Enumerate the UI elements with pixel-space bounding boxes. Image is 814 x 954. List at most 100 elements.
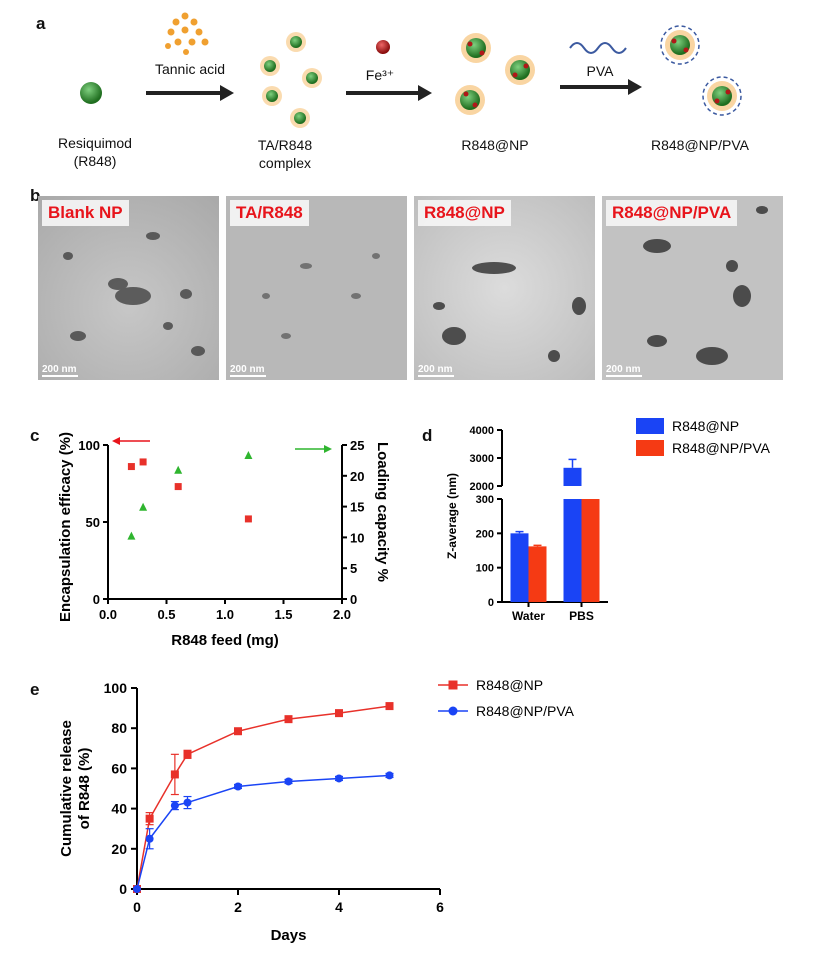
tem-label: Blank NP <box>42 200 129 226</box>
y-tick-label: 0 <box>488 597 494 609</box>
bar <box>581 499 600 602</box>
panel-label-c: c <box>30 426 40 445</box>
loading-capacity-point <box>139 502 148 511</box>
y2-tick-label: 5 <box>350 561 357 576</box>
series-line <box>136 774 390 890</box>
scheme-step4-label: R848@NP/PVA <box>651 137 749 153</box>
scale-bar: 200 nm <box>230 364 266 377</box>
pva-polymer-icon <box>569 42 627 54</box>
bar <box>510 533 529 602</box>
y-tick-label: 20 <box>111 841 127 857</box>
y2-tick-label: 25 <box>350 438 364 453</box>
y-axis-title: Encapsulation efficacy (%) <box>57 432 74 622</box>
y-tick-label: 50 <box>86 515 100 530</box>
legend-label: R848@NP <box>672 418 739 434</box>
y-tick-label: 3000 <box>470 453 494 465</box>
tem-label: R848@NP <box>418 200 511 226</box>
y-tick-label: 60 <box>111 760 127 776</box>
data-point <box>335 709 343 718</box>
tem-image-blank-np: Blank NP 200 nm <box>38 196 219 380</box>
scale-bar-text: 200 nm <box>418 364 453 375</box>
scale-bar-text: 200 nm <box>606 364 641 375</box>
panel-label-a: a <box>36 14 46 33</box>
left-axis-indicator-arrowhead <box>112 437 120 445</box>
data-point <box>145 834 154 843</box>
x-axis-title: R848 feed (mg) <box>171 632 279 649</box>
loading-capacity-point <box>244 450 253 459</box>
y-tick-label: 40 <box>111 801 127 817</box>
synthesis-scheme <box>80 12 742 128</box>
x-tick-label: 2 <box>234 899 242 915</box>
x-tick-label: PBS <box>569 609 594 623</box>
x-tick-label: 0.5 <box>157 607 175 622</box>
data-point <box>183 750 192 759</box>
legend-label: R848@NP/PVA <box>476 703 575 719</box>
x-tick-label: 6 <box>436 899 444 915</box>
scale-bar: 200 nm <box>418 364 454 377</box>
tem-image-r848-np: R848@NP 200 nm <box>414 196 595 380</box>
scheme-step1-label: Resiquimod (R848) <box>58 135 132 169</box>
y-tick-label: 200 <box>476 528 494 540</box>
data-point <box>335 774 343 783</box>
data-point <box>133 885 141 893</box>
y2-axis-title: Loading capacity % <box>374 442 391 582</box>
x-tick-label: 1.5 <box>274 607 292 622</box>
tem-image-ta-r848: TA/R848 200 nm <box>226 196 407 380</box>
scheme-arrow1-label: Tannic acid <box>154 61 226 77</box>
loading-capacity-point <box>174 465 183 474</box>
x-tick-label: 0.0 <box>99 607 117 622</box>
bar <box>563 499 582 602</box>
bar <box>528 546 547 602</box>
encapsulation-point <box>139 458 147 466</box>
data-point <box>284 777 293 786</box>
r848-np-icon <box>455 33 535 115</box>
y-tick-label: 100 <box>476 563 494 575</box>
y-axis-title: Cumulative releaseof R848 (%) <box>58 720 93 857</box>
scheme-step2-label: TA/R848 complex <box>257 137 313 171</box>
legend-label: R848@NP <box>476 677 543 693</box>
legend-swatch <box>636 440 664 456</box>
loading-capacity-point <box>127 531 136 540</box>
data-point <box>145 814 154 823</box>
x-tick-label: 1.0 <box>216 607 234 622</box>
r848-np-pva-icon <box>660 25 742 116</box>
scheme-arrow2-label: Fe³⁺ <box>365 67 395 83</box>
y-tick-label: 4000 <box>470 425 494 437</box>
tannic-acid-icon <box>165 12 209 55</box>
data-point <box>284 715 293 724</box>
legend-marker <box>448 680 458 690</box>
legend-label: R848@NP/PVA <box>672 440 771 456</box>
panel-label-e: e <box>30 680 40 699</box>
encapsulation-point <box>127 463 135 471</box>
y-axis-title: Z-average (nm) <box>445 473 459 559</box>
y-tick-label: 100 <box>104 680 128 696</box>
tem-texture <box>262 253 380 339</box>
ta-r848-complex-icon <box>260 32 322 128</box>
y2-tick-label: 10 <box>350 530 364 545</box>
tem-texture <box>63 232 205 356</box>
data-point <box>234 727 242 736</box>
series-line <box>136 705 390 890</box>
y-tick-label: 100 <box>78 438 100 453</box>
tem-label: TA/R848 <box>230 200 309 226</box>
scale-bar-text: 200 nm <box>230 364 265 375</box>
y-tick-label: 0 <box>93 592 100 607</box>
scale-bar-text: 200 nm <box>42 364 77 375</box>
data-point <box>385 771 394 780</box>
legend-swatch <box>636 418 664 434</box>
scheme-arrow3-label: PVA <box>586 63 614 79</box>
right-axis-indicator-arrowhead <box>324 445 332 453</box>
x-tick-label: 2.0 <box>333 607 351 622</box>
tem-texture <box>433 262 586 362</box>
r848-molecule-icon <box>80 82 102 104</box>
data-point <box>170 801 179 810</box>
y-tick-label: 80 <box>111 720 127 736</box>
bar-upper <box>563 467 582 486</box>
scale-bar: 200 nm <box>42 364 78 377</box>
y-tick-label: 2000 <box>470 481 494 493</box>
x-tick-label: Water <box>512 609 545 623</box>
tem-image-r848-np-pva: R848@NP/PVA 200 nm <box>602 196 783 380</box>
x-axis-title: Days <box>271 927 307 944</box>
data-point <box>385 702 394 711</box>
